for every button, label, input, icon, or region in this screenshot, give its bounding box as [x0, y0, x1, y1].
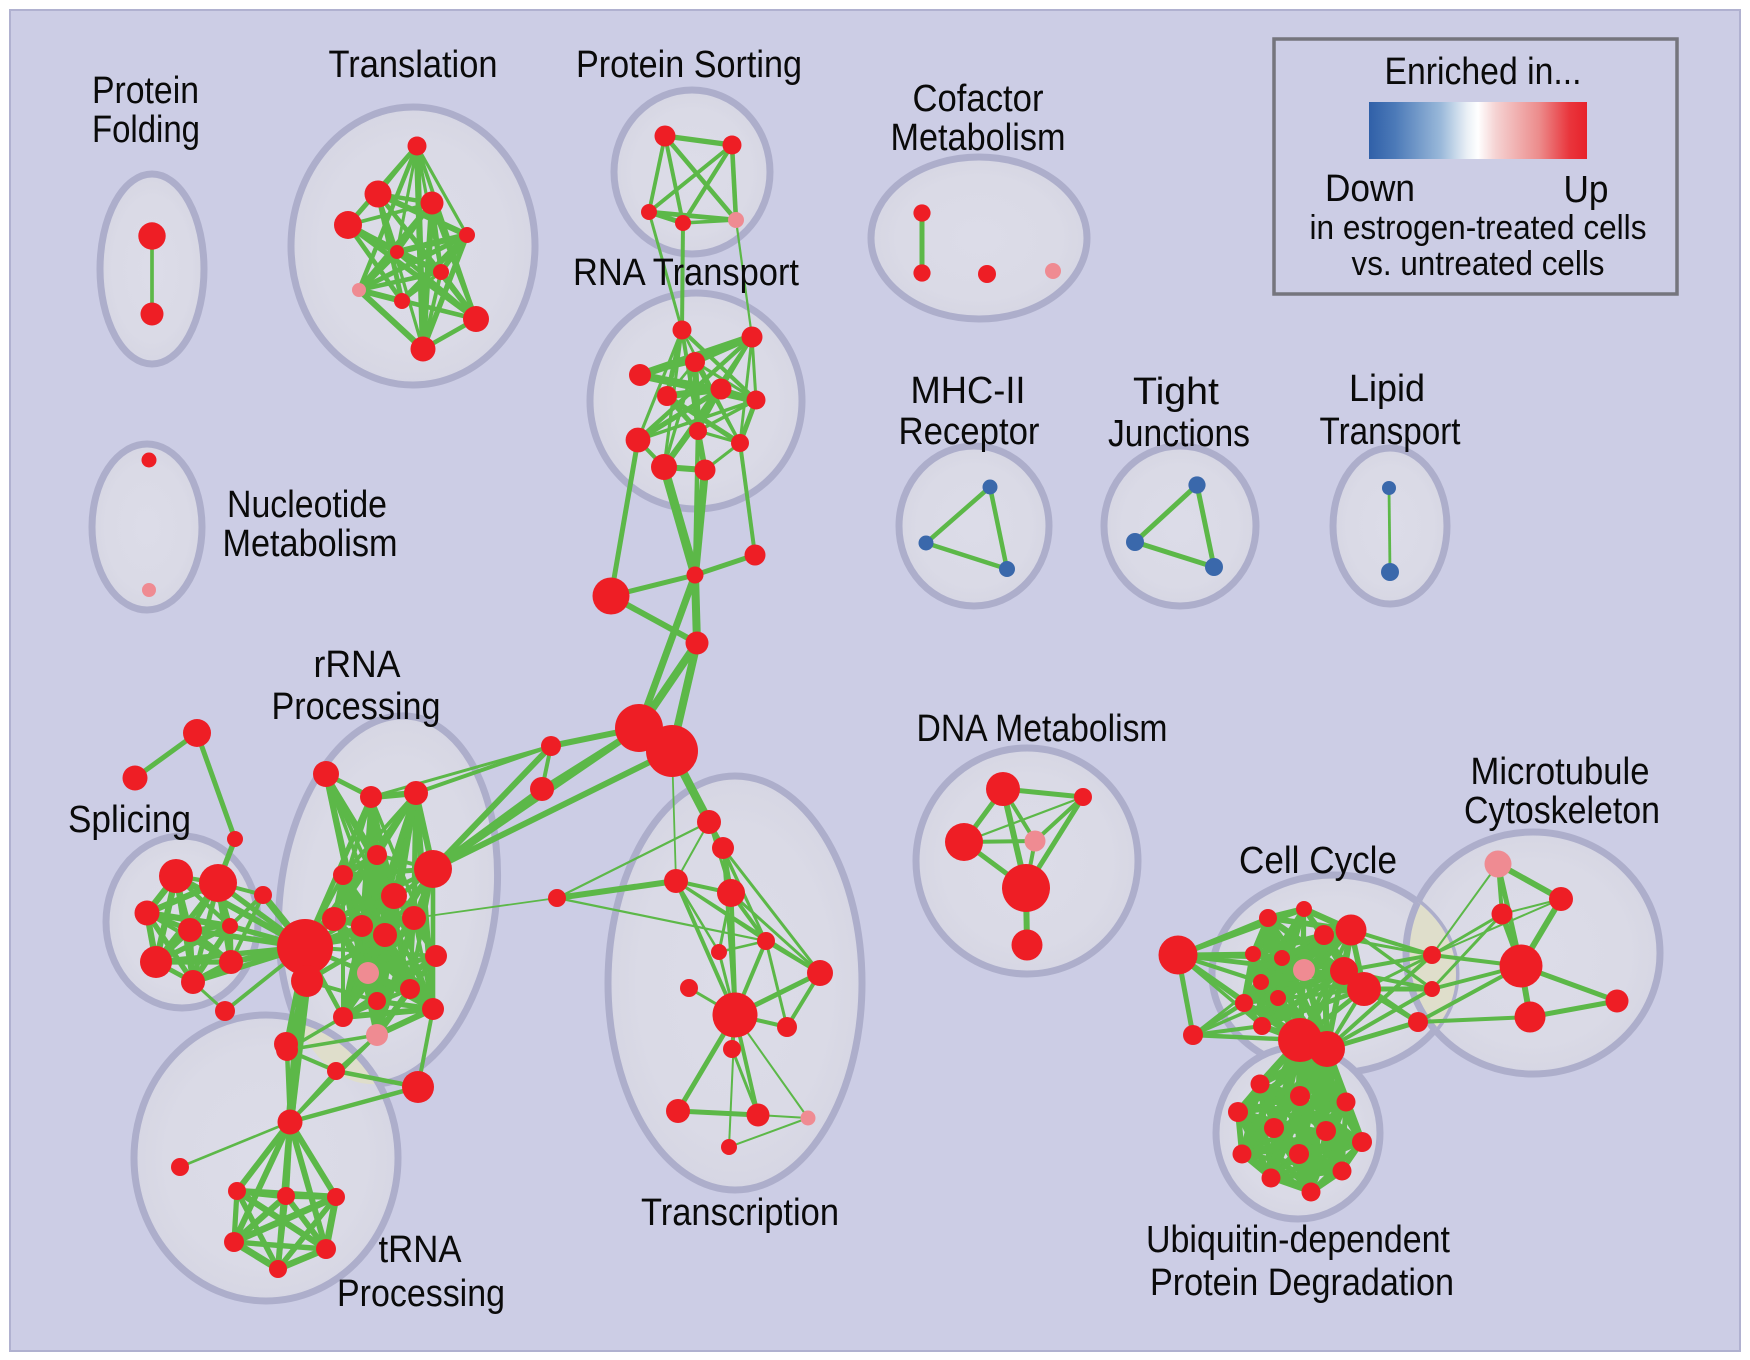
svg-text:Down: Down: [1325, 168, 1415, 210]
svg-text:Metabolism: Metabolism: [223, 523, 398, 565]
svg-text:Protein Degradation: Protein Degradation: [1150, 1262, 1454, 1304]
svg-text:Receptor: Receptor: [899, 411, 1040, 453]
svg-text:Cell Cycle: Cell Cycle: [1239, 840, 1397, 882]
svg-text:vs. untreated cells: vs. untreated cells: [1352, 245, 1605, 283]
svg-text:Transcription: Transcription: [641, 1192, 839, 1234]
svg-text:Junctions: Junctions: [1108, 413, 1250, 455]
svg-text:Cofactor: Cofactor: [913, 78, 1044, 120]
svg-text:Transport: Transport: [1320, 411, 1461, 453]
svg-text:Translation: Translation: [329, 44, 498, 86]
svg-text:Microtubule: Microtubule: [1471, 751, 1650, 793]
svg-text:Lipid: Lipid: [1349, 368, 1425, 410]
svg-text:Cytoskeleton: Cytoskeleton: [1464, 790, 1660, 832]
svg-text:Processing: Processing: [272, 686, 441, 728]
svg-text:in estrogen-treated cells: in estrogen-treated cells: [1310, 209, 1647, 247]
svg-text:Tight: Tight: [1133, 371, 1219, 413]
svg-text:Protein: Protein: [92, 70, 199, 112]
svg-text:DNA Metabolism: DNA Metabolism: [917, 708, 1168, 750]
svg-text:Splicing: Splicing: [68, 799, 191, 841]
svg-text:MHC-II: MHC-II: [911, 370, 1026, 412]
svg-text:Protein Sorting: Protein Sorting: [576, 44, 802, 86]
svg-text:Up: Up: [1564, 169, 1609, 211]
svg-text:Folding: Folding: [92, 109, 200, 151]
svg-text:Metabolism: Metabolism: [891, 117, 1066, 159]
svg-text:rRNA: rRNA: [314, 644, 402, 686]
svg-text:tRNA: tRNA: [379, 1229, 463, 1271]
svg-text:Ubiquitin-dependent: Ubiquitin-dependent: [1146, 1219, 1450, 1261]
svg-text:Processing: Processing: [337, 1273, 505, 1315]
svg-text:Nucleotide: Nucleotide: [227, 484, 387, 526]
svg-text:Enriched in...: Enriched in...: [1385, 51, 1582, 93]
svg-text:RNA Transport: RNA Transport: [573, 252, 799, 294]
